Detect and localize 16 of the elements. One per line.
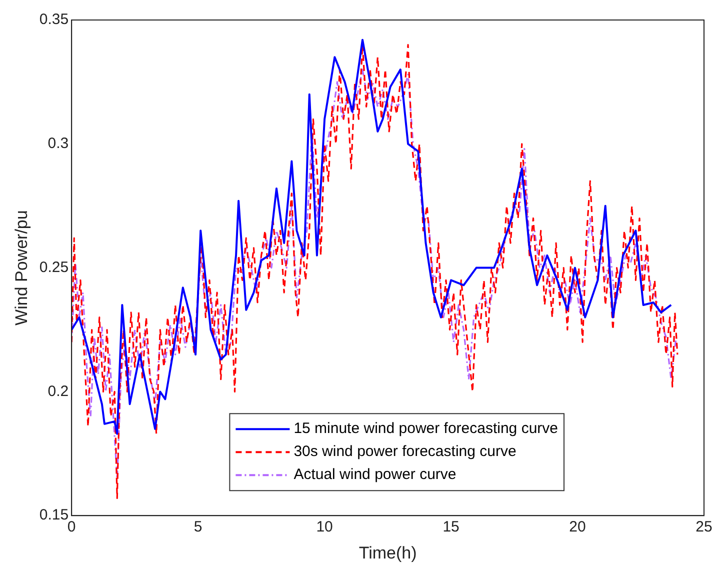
x-tick-label: 0 [67,518,76,536]
x-tick-label: 15 [442,518,460,536]
legend-label: 30s wind power forecasting curve [294,443,516,460]
legend-label: Actual wind power curve [294,466,456,484]
x-tick-label: 20 [569,518,586,536]
x-tick-label: 5 [194,518,202,536]
x-tick-label: 10 [316,518,333,536]
y-tick-label: 0.35 [39,11,69,28]
x-tick-label: 25 [696,518,712,536]
y-tick-label: 0.25 [39,258,69,276]
x-axis-title: Time(h) [358,543,417,562]
y-tick-label: 0.2 [48,382,69,400]
y-axis-title: Wind Power/pu [12,210,31,326]
legend-label: 15 minute wind power forecasting curve [294,420,558,438]
y-tick-label: 0.15 [39,506,69,524]
y-tick-label: 0.3 [48,135,69,152]
